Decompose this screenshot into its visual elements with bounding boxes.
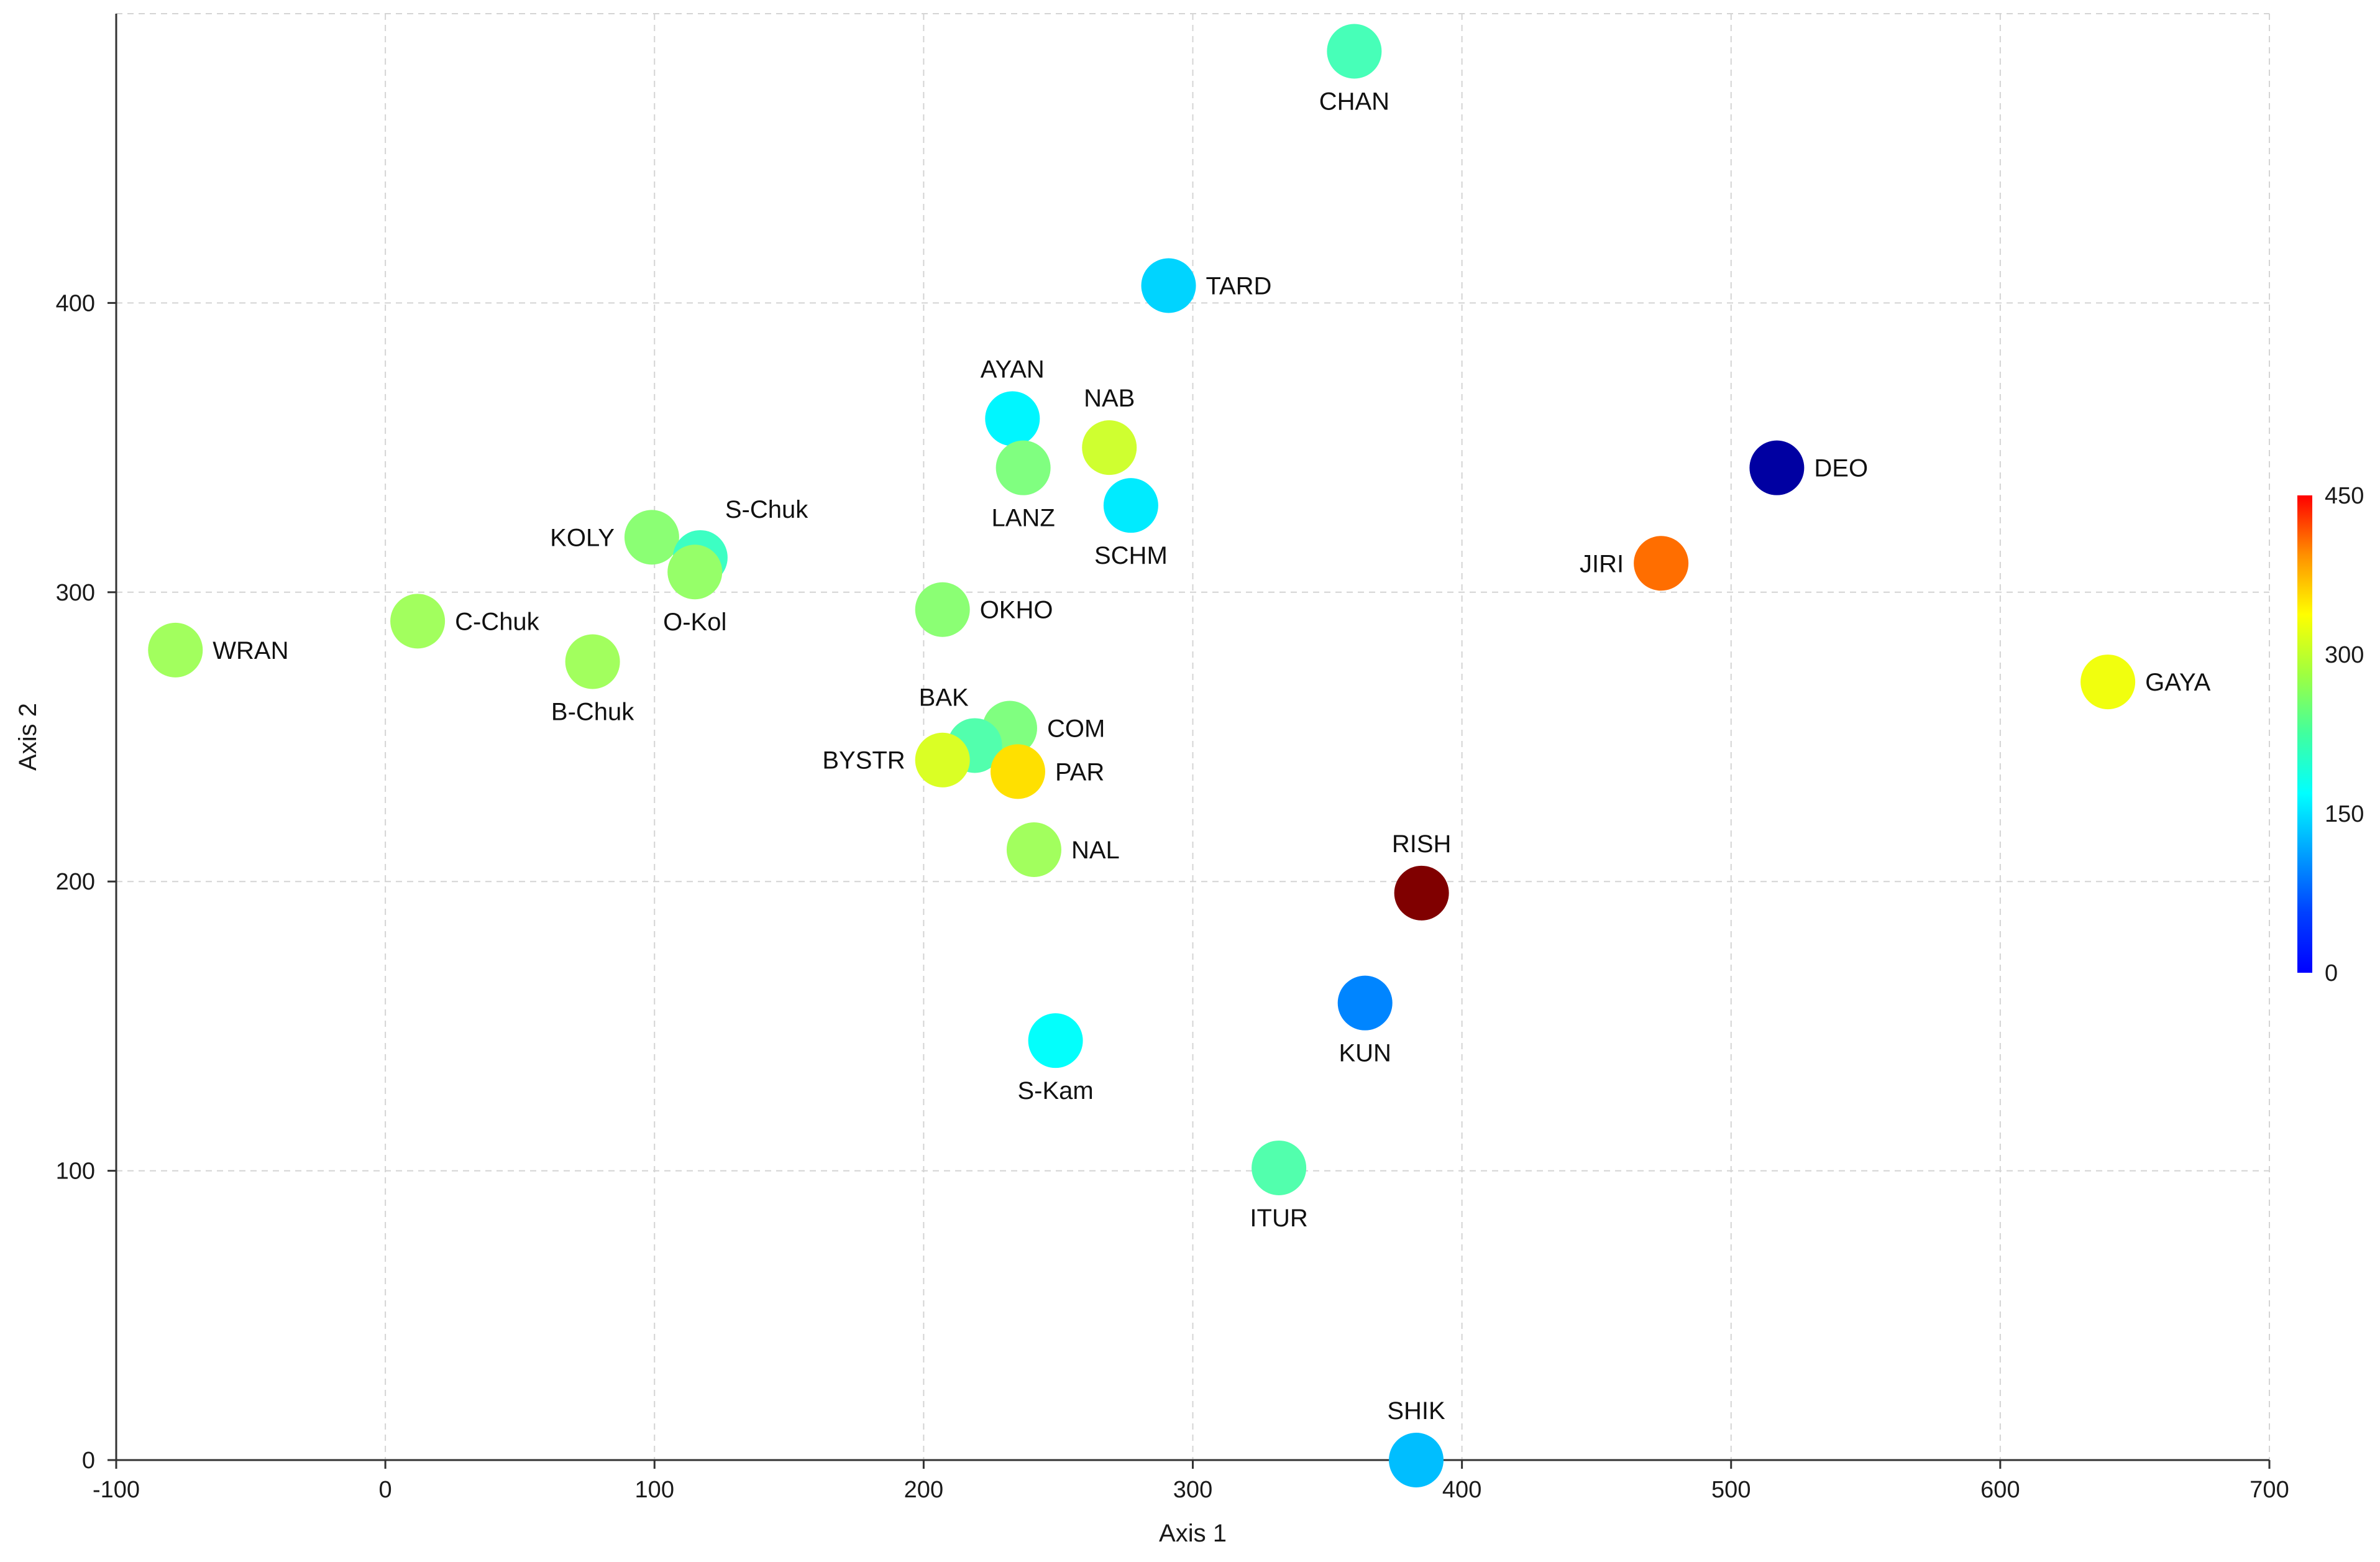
point-label-itur: ITUR — [1250, 1205, 1307, 1232]
x-tick-label: 300 — [1173, 1477, 1212, 1503]
point-c-chuk — [390, 594, 446, 649]
x-tick-label: 600 — [1980, 1477, 2020, 1503]
point-label-rish: RISH — [1392, 830, 1452, 858]
point-label-wran: WRAN — [213, 637, 288, 664]
grid-layer — [116, 13, 2270, 1460]
point-wran — [148, 622, 203, 678]
x-tick-label: 400 — [1442, 1477, 1481, 1503]
y-axis-title: Axis 2 — [14, 703, 42, 771]
point-rish — [1394, 865, 1449, 921]
point-lanz — [995, 440, 1051, 495]
y-tick-label: 300 — [56, 580, 95, 606]
x-tick-label: 700 — [2250, 1477, 2289, 1503]
point-label-c-chuk: C-Chuk — [455, 608, 540, 635]
axes-layer: -100 0 100 200 300 400 500 600 700 0 100 200 300 400 A… — [14, 14, 2289, 1547]
point-label-chan: CHAN — [1319, 88, 1389, 116]
point-label-shik: SHIK — [1387, 1397, 1445, 1425]
point-label-jiri: JIRI — [1580, 550, 1624, 577]
point-label-nal: NAL — [1071, 837, 1120, 864]
point-gaya — [2080, 655, 2136, 710]
point-label-bystr: BYSTR — [822, 747, 905, 774]
point-label-b-chuk: B-Chuk — [551, 698, 634, 725]
x-axis-title: Axis 1 — [1159, 1520, 1227, 1547]
point-shik — [1388, 1433, 1444, 1487]
y-tick-label: 0 — [82, 1448, 95, 1474]
point-kun — [1337, 975, 1393, 1031]
colorbar-tick-label: 150 — [2325, 801, 2364, 827]
point-deo — [1749, 440, 1805, 495]
y-tick-label: 400 — [56, 290, 95, 316]
point-o-kol — [667, 544, 723, 600]
point-label-kun: KUN — [1339, 1040, 1391, 1067]
point-tard — [1141, 258, 1196, 313]
point-label-o-kol: O-Kol — [663, 609, 726, 636]
point-label-ayan: AYAN — [981, 356, 1045, 384]
point-jiri — [1634, 536, 1689, 591]
point-chan — [1327, 24, 1382, 79]
point-koly — [624, 510, 679, 565]
point-label-com: COM — [1047, 715, 1105, 743]
point-b-chuk — [565, 634, 620, 689]
colorbar-tick-label: 450 — [2325, 483, 2364, 509]
point-itur — [1252, 1140, 1307, 1195]
point-ayan — [985, 391, 1040, 446]
point-label-koly: KOLY — [550, 524, 615, 551]
colorbar-tick-label: 300 — [2325, 642, 2364, 668]
point-label-s-chuk: S-Chuk — [725, 496, 808, 523]
point-label-bak: BAK — [919, 684, 969, 711]
point-nab — [1082, 420, 1137, 475]
point-label-lanz: LANZ — [992, 505, 1055, 532]
points-layer — [148, 24, 2136, 1487]
point-label-s-kam: S-Kam — [1017, 1077, 1093, 1105]
point-label-okho: OKHO — [980, 597, 1053, 624]
point-okho — [915, 582, 970, 637]
y-tick-label: 100 — [56, 1159, 95, 1185]
point-s-kam — [1028, 1013, 1083, 1068]
point-label-par: PAR — [1055, 758, 1104, 786]
x-tick-label: 500 — [1711, 1477, 1751, 1503]
point-bystr — [915, 732, 970, 788]
colorbar: 0 150 300 450 — [2297, 483, 2364, 986]
point-label-gaya: GAYA — [2145, 669, 2211, 696]
x-tick-label: 200 — [904, 1477, 943, 1503]
point-nal — [1006, 822, 1061, 878]
y-tick-label: 200 — [56, 869, 95, 895]
x-tick-label: 100 — [635, 1477, 674, 1503]
point-label-deo: DEO — [1814, 455, 1868, 482]
colorbar-tick-label: 0 — [2325, 960, 2338, 986]
x-tick-label: -100 — [93, 1477, 140, 1503]
point-schm — [1103, 478, 1158, 533]
point-label-tard: TARD — [1206, 272, 1272, 300]
point-label-schm: SCHM — [1094, 542, 1168, 569]
labels-layer: CHAN TARD AYAN NAB LANZ SCHM DEO JIRI KOLY S-Chuk… — [213, 88, 2210, 1425]
x-tick-label: 0 — [379, 1477, 392, 1503]
point-par — [990, 744, 1045, 799]
point-label-nab: NAB — [1084, 385, 1135, 412]
colorbar-gradient — [2297, 495, 2312, 973]
